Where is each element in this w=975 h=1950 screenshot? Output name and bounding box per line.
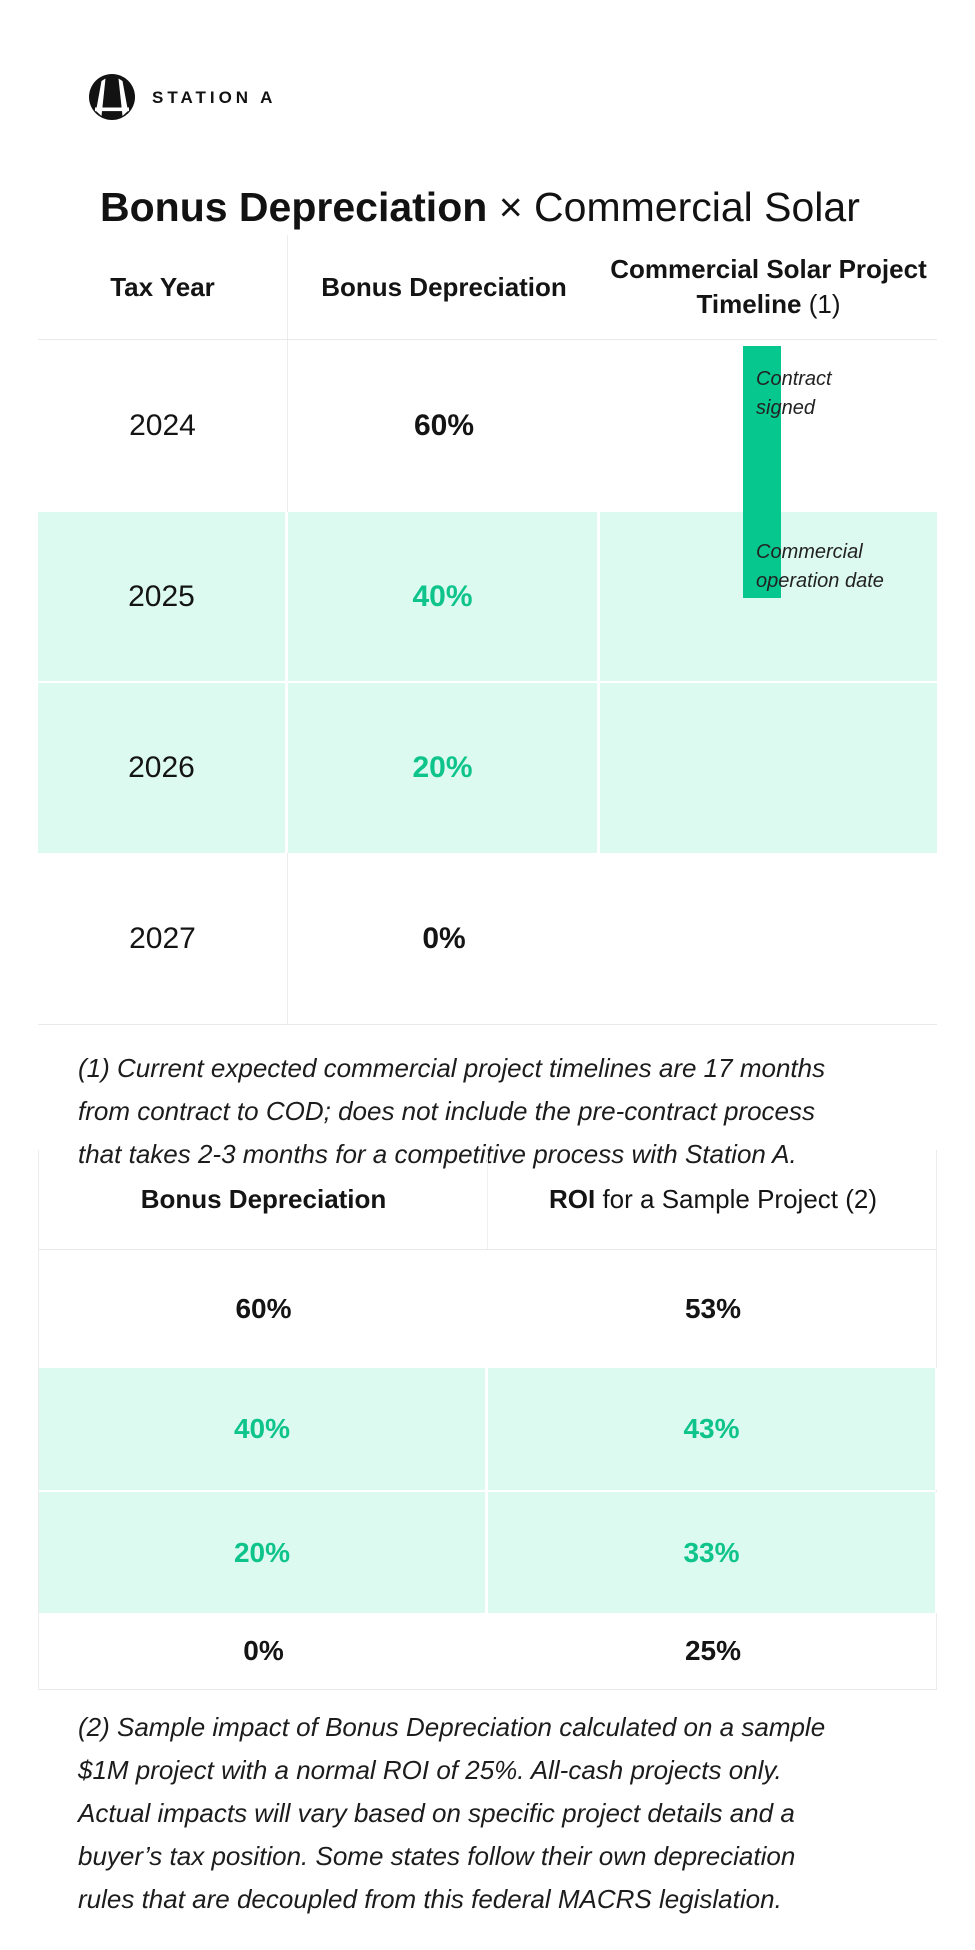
column-header-bonus-depreciation: Bonus Depreciation — [140, 1184, 387, 1214]
timeline-cell — [600, 683, 937, 853]
year-cell: 2027 — [38, 853, 288, 1024]
timeline-start-label: Contract signed — [756, 368, 832, 419]
bonus-cell: 40% — [39, 1368, 488, 1490]
table-row-2024: 2024 60% — [38, 340, 937, 512]
tax-year-table-body: 2024 60% 2025 40% 2026 20% 2027 0% — [38, 340, 937, 1025]
page-title: Bonus Depreciation × Commercial Solar — [100, 184, 860, 230]
year-cell: 2026 — [38, 683, 288, 853]
roi-row-60: 60% 53% — [39, 1250, 936, 1368]
roi-table: Bonus Depreciation ROI for a Sample Proj… — [38, 1150, 938, 1690]
table-row-2025: 2025 40% — [38, 512, 937, 683]
roi-cell: 53% — [684, 1293, 742, 1324]
footnote-2: (2) Sample impact of Bonus Depreciation … — [78, 1706, 958, 1921]
bonus-cell: 60% — [235, 1293, 292, 1324]
column-header-tax-year: Tax Year — [38, 235, 288, 339]
footnote-2-line: buyer’s tax position. Some states follow… — [78, 1841, 796, 1871]
year-cell: 2024 — [38, 340, 288, 512]
footnote-2-line: Actual impacts will vary based on specif… — [78, 1798, 795, 1828]
column-header-bonus-depreciation: Bonus Depreciation — [321, 271, 567, 302]
bonus-cell: 40% — [288, 512, 600, 681]
footnote-1-line: that takes 2-3 months for a competitive … — [78, 1139, 797, 1169]
station-a-monument-icon — [89, 74, 135, 120]
bonus-cell: 0% — [422, 921, 466, 955]
roi-row-20: 20% 33% — [39, 1492, 938, 1613]
header-column-divider — [487, 1150, 488, 1249]
title-regular: Commercial Solar — [534, 184, 860, 230]
footnote-1-line: from contract to COD; does not include t… — [78, 1096, 816, 1126]
roi-table-header: Bonus Depreciation ROI for a Sample Proj… — [39, 1150, 936, 1250]
footnote-marker-1: (1) — [808, 289, 841, 319]
footnote-2-line: (2) Sample impact of Bonus Depreciation … — [78, 1712, 826, 1742]
bonus-cell: 0% — [243, 1635, 284, 1666]
title-separator: × — [498, 184, 523, 230]
tax-year-table: Tax Year Bonus Depreciation Commercial S… — [38, 235, 937, 1025]
bonus-cell: 20% — [288, 683, 600, 853]
project-timeline-bar — [743, 346, 781, 598]
footnote-2-line: $1M project with a normal ROI of 25%. Al… — [78, 1755, 782, 1785]
bonus-cell: 60% — [413, 409, 475, 442]
tax-year-table-header: Tax Year Bonus Depreciation Commercial S… — [38, 235, 937, 340]
table-row-2027: 2027 0% — [38, 853, 937, 1025]
column-header-project-timeline: Commercial Solar Project Timeline (1) — [610, 254, 927, 319]
roi-cell: 33% — [488, 1492, 938, 1613]
brand-name: STATION A — [152, 88, 277, 107]
timeline-cell — [600, 853, 937, 1024]
roi-cell: 43% — [488, 1368, 938, 1490]
footnote-1: (1) Current expected commercial project … — [78, 1047, 958, 1176]
column-header-roi: ROI for a Sample Project (2) — [548, 1184, 878, 1214]
roi-row-40: 40% 43% — [39, 1368, 938, 1492]
table-row-2026: 2026 20% — [38, 683, 937, 853]
footnote-marker-2: for a Sample Project (2) — [602, 1184, 878, 1214]
footnote-1-line: (1) Current expected commercial project … — [78, 1053, 826, 1083]
footnote-2-line: rules that are decoupled from this feder… — [78, 1884, 782, 1914]
roi-row-0: 0% 25% — [39, 1613, 936, 1690]
roi-cell: 25% — [684, 1635, 742, 1666]
bonus-cell: 20% — [39, 1492, 488, 1613]
year-cell: 2025 — [38, 512, 288, 681]
title-bold: Bonus Depreciation — [100, 184, 488, 230]
timeline-end-label: Commercial operation date — [756, 541, 884, 592]
